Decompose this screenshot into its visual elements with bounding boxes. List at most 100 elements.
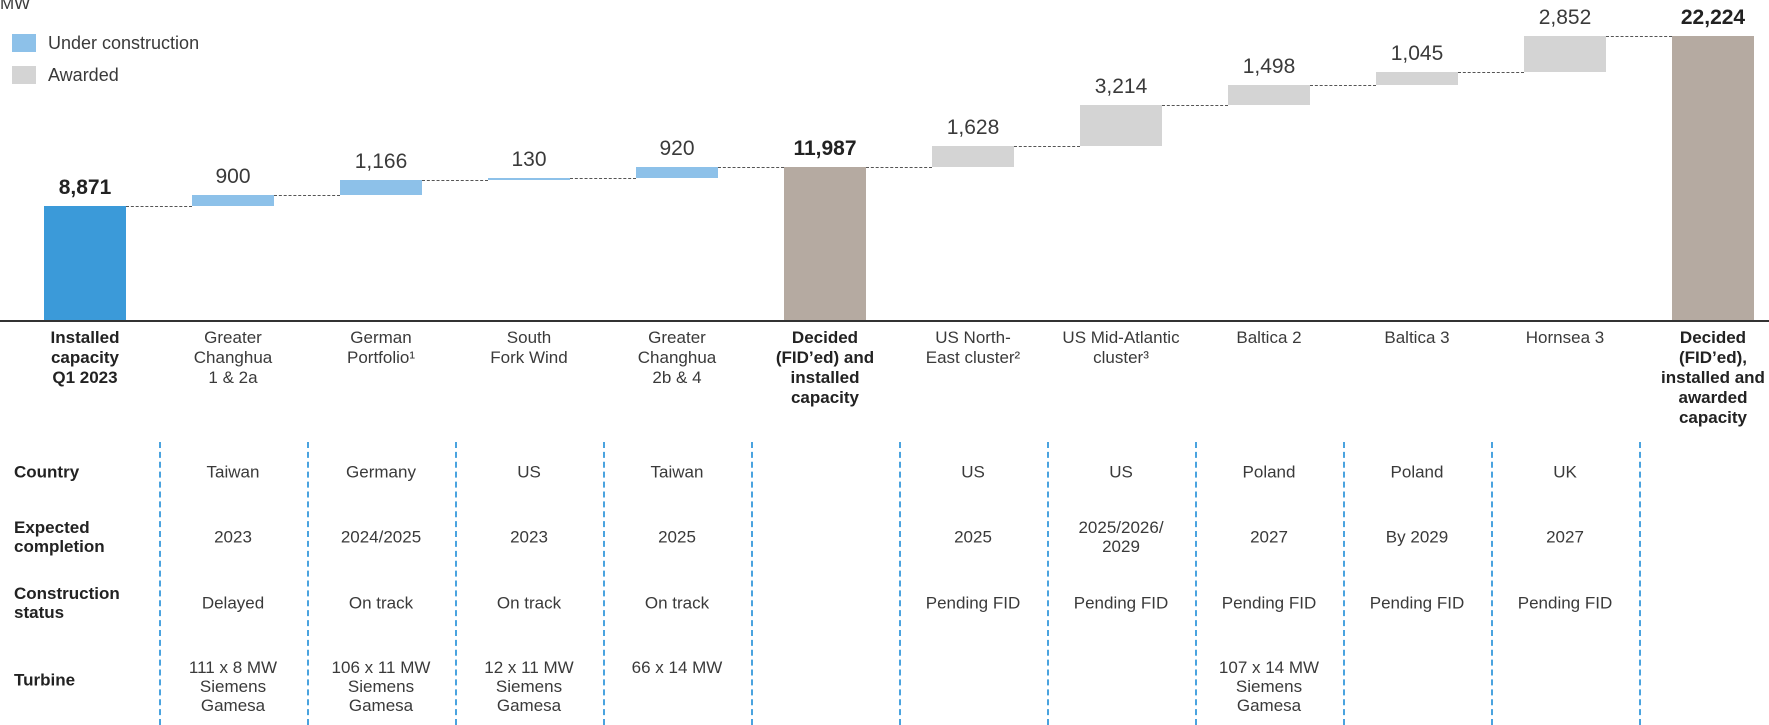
table-cell: Taiwan xyxy=(650,462,704,482)
table-cell: 107 x 14 MW Siemens Gamesa xyxy=(1218,658,1320,715)
value-label: 11,987 xyxy=(793,136,857,160)
table-cell: Taiwan xyxy=(206,462,260,482)
table-cell: Germany xyxy=(346,462,416,482)
bar xyxy=(192,194,274,207)
category-label: Greater Changhua 1 & 2a xyxy=(193,328,273,387)
value-label: 2,852 xyxy=(1538,5,1592,29)
bar xyxy=(784,166,866,320)
bar xyxy=(340,180,422,195)
category-label: Decided (FID’ed) and installed capacity xyxy=(775,328,875,407)
connector xyxy=(126,206,192,208)
category-label: Installed capacity Q1 2023 xyxy=(50,328,120,387)
table-cell: Pending FID xyxy=(1221,593,1317,613)
column-divider xyxy=(1047,442,1049,725)
value-label: 3,214 xyxy=(1094,74,1148,98)
connector xyxy=(274,194,340,196)
column-divider xyxy=(603,442,605,725)
category-label: Baltica 3 xyxy=(1384,328,1450,347)
table-cell: On track xyxy=(644,593,710,613)
table-cell: 2025 xyxy=(954,527,992,547)
x-axis-line xyxy=(0,320,1769,322)
table-cell: By 2029 xyxy=(1385,527,1449,547)
value-label: 1,166 xyxy=(354,150,408,173)
bar xyxy=(1672,35,1754,320)
table-cell: Delayed xyxy=(201,593,265,613)
connector xyxy=(1014,145,1080,147)
table-cell: Pending FID xyxy=(1369,593,1465,613)
column-divider xyxy=(1195,442,1197,725)
bar xyxy=(1228,85,1310,105)
table-cell: Poland xyxy=(1390,462,1444,482)
table-cell: 12 x 11 MW Siemens Gamesa xyxy=(484,658,574,715)
table-cell: 111 x 8 MW Siemens Gamesa xyxy=(188,658,278,715)
column-divider xyxy=(899,442,901,725)
value-label: 130 xyxy=(511,148,547,172)
legend-label: Awarded xyxy=(48,65,119,85)
bar xyxy=(932,145,1014,167)
table-cell: 2027 xyxy=(1250,527,1288,547)
value-label: 920 xyxy=(659,136,695,160)
column-divider xyxy=(159,442,161,725)
table-cell: US xyxy=(1109,462,1133,482)
value-label: 900 xyxy=(215,164,251,188)
table-cell: 66 x 14 MW xyxy=(631,658,723,677)
bar xyxy=(1080,104,1162,146)
table-cell: 2023 xyxy=(214,527,252,547)
column-divider xyxy=(307,442,309,725)
value-label: 1,628 xyxy=(946,115,1000,139)
table-cell: 2027 xyxy=(1546,527,1584,547)
legend-label: Under construction xyxy=(48,33,200,53)
table-cell: On track xyxy=(348,593,414,613)
table-cell: Poland xyxy=(1242,462,1296,482)
connector xyxy=(1458,72,1524,74)
connector xyxy=(1162,104,1228,106)
row-label: Turbine xyxy=(14,670,76,690)
column-divider xyxy=(455,442,457,725)
connector xyxy=(570,178,636,180)
connector xyxy=(718,166,784,168)
table-cell: UK xyxy=(1553,462,1577,482)
category-label: US Mid-Atlantic cluster³ xyxy=(1062,328,1180,367)
category-label: Decided (FID’ed), installed and awarded … xyxy=(1661,328,1765,427)
category-label: US North- East cluster² xyxy=(925,328,1021,367)
value-label: 1,498 xyxy=(1242,55,1296,79)
category-label: South Fork Wind xyxy=(490,328,568,367)
category-label: Baltica 2 xyxy=(1236,328,1302,347)
bar xyxy=(44,206,126,320)
column-divider xyxy=(1639,442,1641,725)
y-axis-label: MW xyxy=(0,0,31,13)
bar xyxy=(1376,72,1458,86)
column-divider xyxy=(1343,442,1345,725)
table-cell: US xyxy=(517,462,541,482)
table-cell: Pending FID xyxy=(1073,593,1169,613)
table-cell: 2025/2026/ 2029 xyxy=(1078,518,1164,556)
table-cell: Pending FID xyxy=(1517,593,1613,613)
connector xyxy=(866,166,932,168)
column-divider xyxy=(751,442,753,725)
connector xyxy=(422,180,488,181)
value-label: 8,871 xyxy=(58,176,112,200)
category-label: Greater Changhua 2b & 4 xyxy=(637,328,717,387)
bar xyxy=(636,166,718,179)
legend-swatch xyxy=(12,34,36,52)
value-label: 22,224 xyxy=(1680,5,1746,29)
table-cell: US xyxy=(961,462,985,482)
bar xyxy=(488,178,570,180)
row-label: Expected completion xyxy=(14,518,105,556)
category-label: German Portfolio¹ xyxy=(346,328,416,367)
category-label: Hornsea 3 xyxy=(1525,328,1605,347)
table-cell: 2023 xyxy=(510,527,548,547)
row-label: Construction status xyxy=(14,584,120,622)
column-divider xyxy=(1491,442,1493,725)
table-cell: Pending FID xyxy=(925,593,1021,613)
legend-swatch xyxy=(12,66,36,84)
bar xyxy=(1524,35,1606,73)
connector xyxy=(1310,85,1376,87)
table-cell: 2024/2025 xyxy=(340,527,422,547)
connector xyxy=(1606,35,1672,37)
table-cell: 2025 xyxy=(658,527,696,547)
value-label: 1,045 xyxy=(1390,42,1444,66)
row-label: Country xyxy=(14,462,80,482)
table-cell: On track xyxy=(496,593,562,613)
